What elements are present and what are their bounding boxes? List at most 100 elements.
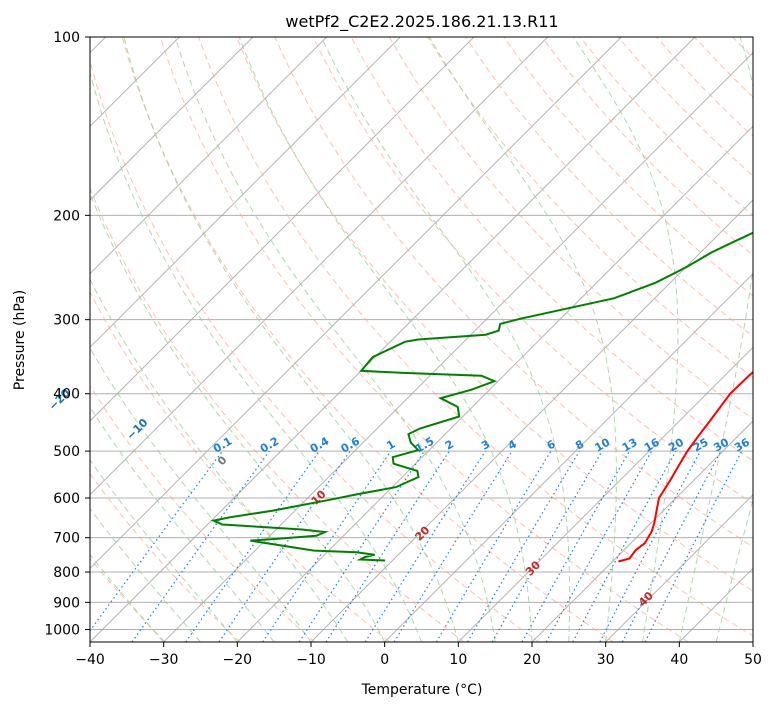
dry-adiabat-label: −30 [0,360,2,387]
mixing-ratio-line [621,450,722,642]
dry-adiabat-label: 0 [215,453,230,468]
y-tick-label: 900 [53,595,80,611]
y-axis-title: Pressure (hPa) [12,290,28,390]
moist-adiabat-line [90,347,312,642]
isotherm-line [236,125,753,642]
mixing-ratio-line [599,450,702,642]
moist-adiabat-line [238,37,533,642]
mixing-ratio-label: 0.1 [211,435,234,456]
dry-adiabat-line [198,37,753,637]
mixing-ratio-label: 8 [573,438,586,453]
dry-adiabat-line [121,37,614,642]
y-tick-label: 100 [53,30,80,46]
isotherm-line [90,37,622,570]
mixing-ratio-label: 10 [593,435,613,454]
mixing-ratio-line [466,450,580,642]
mixing-ratio-label: 1 [384,438,397,453]
isotherm-line [752,641,753,642]
dry-adiabat-line [90,291,390,642]
y-tick-label: 800 [53,565,80,581]
isotherm-line [310,199,753,642]
isotherm-line [90,37,475,422]
x-tick-label: 40 [670,652,688,668]
y-tick-label: 500 [53,444,80,460]
isotherm-line [90,37,549,496]
moist-adiabat-line [90,459,238,642]
x-axis: −40 −30 −20 −10 0 10 20 30 40 50 [75,642,762,668]
x-tick-label: −20 [223,652,253,668]
mixing-ratio-line [325,450,450,642]
isotherm-line [531,420,753,642]
x-tick-label: −30 [149,652,179,668]
mixing-ratio-line [262,450,392,642]
mixing-ratio-label: 3 [479,438,492,453]
x-tick-label: 30 [597,652,615,668]
mixing-ratio-label: 30 [711,435,731,454]
y-tick-label: 1000 [44,622,80,638]
dry-adiabat-line [694,37,753,98]
moist-adiabat-line [90,406,275,642]
moist-adiabat-line [752,640,753,642]
moist-adiabat-line [320,37,571,642]
dry-adiabat-line [656,37,753,138]
chart-title: wetPf2_C2E2.2025.186.21.13.R11 [285,12,558,32]
mixing-ratio-label: 13 [620,436,640,455]
dry-adiabat-label: 10 [309,487,329,507]
x-axis-title: Temperature (°C) [361,682,483,698]
isotherm-line [163,51,753,642]
isotherm-line [90,37,328,275]
y-axis: 1000 900 800 700 600 500 400 300 200 100 [44,30,90,638]
x-tick-label: −40 [75,652,105,668]
x-tick-label: 10 [449,652,467,668]
dry-adiabat-line [312,37,753,505]
dewpoint-line [210,231,753,562]
mixing-ratio-label: 16 [642,435,662,454]
dry-adiabat-line [159,37,689,642]
isotherm-line [457,346,753,642]
moist-adiabat-line [572,37,679,642]
moist-adiabat-line [715,497,753,642]
y-tick-label: 200 [53,208,80,224]
mixing-ratio-line [185,450,320,642]
mixing-ratio-label: 25 [691,436,711,455]
mixing-ratio-line [435,450,552,642]
mixing-ratio-line [644,450,743,642]
y-tick-label: 300 [53,313,80,329]
profiles [210,231,753,563]
moist-adiabat-line [428,37,617,642]
mixing-ratio-line [364,450,486,642]
x-tick-label: −10 [296,652,326,668]
dry-adiabat-line [465,37,753,338]
mixing-ratio-line [90,450,223,632]
mixing-ratio-line [218,450,351,642]
x-tick-label: 50 [744,652,762,668]
dry-adiabat-line [541,37,753,257]
dry-adiabat-line [388,37,753,420]
dry-adiabat-line [90,472,241,642]
temperature-line [618,370,753,563]
x-tick-label: 0 [380,652,389,668]
mixing-ratio-label: 0.4 [308,434,332,455]
dry-adiabat-line [771,37,775,642]
mixing-ratio-line [521,450,631,642]
y-tick-label: 600 [53,491,80,507]
moist-adiabat-line [123,37,459,642]
y-tick-label: 400 [53,387,80,403]
dry-adiabat-label: 40 [636,589,656,609]
x-tick-label: 20 [523,652,541,668]
dry-adiabat-label: 20 [412,523,432,543]
background-lines [90,37,775,642]
dry-adiabat-label: 30 [523,558,543,578]
isotherm-line [90,37,401,349]
moist-adiabat-line [678,37,753,642]
y-tick-label: 700 [53,531,80,547]
dry-adiabat-line [90,384,316,642]
mixing-ratio-label: 2 [443,438,456,453]
isotherm-line [678,567,753,642]
moist-adiabat-line [90,192,386,642]
isotherm-line [90,37,254,201]
dry-adiabat-line [236,37,753,592]
mixing-ratio-label: 4 [506,437,519,452]
moist-adiabat-line [90,70,422,642]
